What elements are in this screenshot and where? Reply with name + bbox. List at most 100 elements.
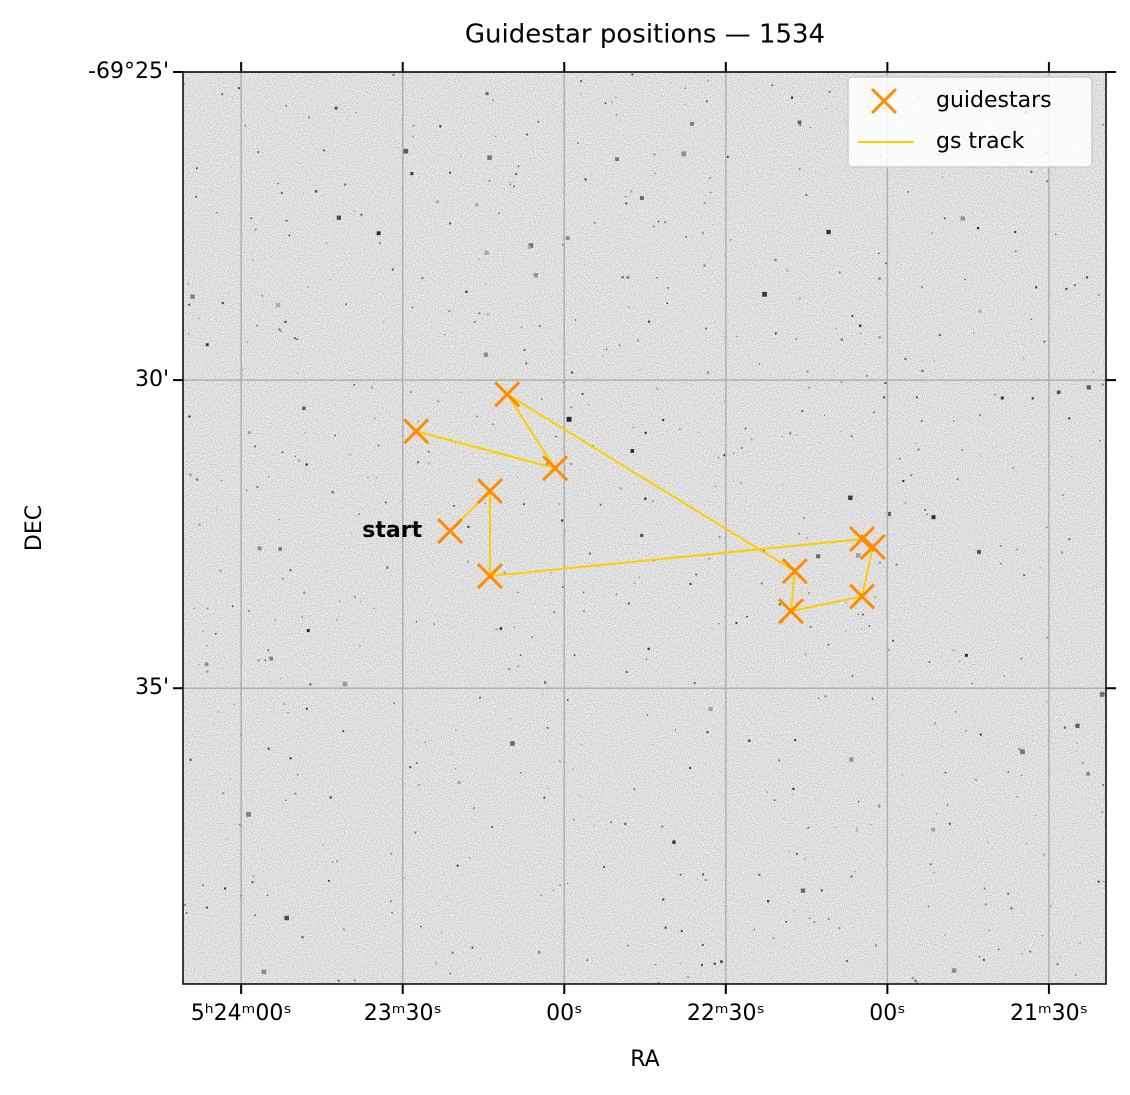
star xyxy=(971,682,973,685)
star xyxy=(1016,795,1018,798)
star xyxy=(280,330,282,332)
star xyxy=(188,473,192,477)
star xyxy=(485,92,489,96)
star xyxy=(414,831,417,834)
star xyxy=(758,363,761,365)
star xyxy=(1041,935,1044,937)
star xyxy=(975,779,977,781)
star xyxy=(1086,385,1091,390)
star xyxy=(662,418,665,421)
star xyxy=(647,647,650,650)
star xyxy=(315,190,318,193)
star xyxy=(294,792,297,795)
star xyxy=(301,616,304,618)
star xyxy=(390,900,392,902)
star xyxy=(198,523,201,526)
star xyxy=(840,381,843,384)
star xyxy=(630,449,635,453)
x-tick-label: 00ˢ xyxy=(546,1001,582,1026)
star xyxy=(533,273,539,278)
star xyxy=(1102,124,1104,126)
star xyxy=(861,613,864,616)
star xyxy=(1035,286,1038,289)
star xyxy=(391,268,394,271)
star xyxy=(653,225,655,228)
star xyxy=(1075,723,1080,728)
star xyxy=(344,183,347,186)
guidestar-marker xyxy=(403,418,430,445)
star xyxy=(735,622,738,625)
x-tick-label: 5ʰ24ᵐ00ˢ xyxy=(191,1001,292,1026)
star xyxy=(254,445,256,448)
star xyxy=(1071,456,1073,458)
star xyxy=(302,406,306,411)
star xyxy=(275,302,281,308)
star xyxy=(662,898,665,901)
star xyxy=(384,501,387,504)
star xyxy=(375,477,377,479)
star xyxy=(826,229,831,235)
star xyxy=(672,840,676,844)
star xyxy=(1055,233,1057,235)
star xyxy=(873,411,876,414)
star xyxy=(332,861,334,863)
star xyxy=(190,294,195,299)
star xyxy=(520,326,523,329)
star xyxy=(655,964,657,966)
star xyxy=(508,668,511,671)
star xyxy=(280,191,283,194)
star xyxy=(559,884,561,886)
star xyxy=(960,216,965,221)
plot-marks xyxy=(403,381,886,625)
star xyxy=(840,430,842,432)
star xyxy=(798,168,801,171)
star xyxy=(644,497,647,501)
star xyxy=(955,711,957,713)
star xyxy=(818,697,820,699)
star xyxy=(246,341,249,343)
star xyxy=(254,228,257,231)
guidestar-marker xyxy=(777,598,805,625)
star xyxy=(689,582,692,585)
star xyxy=(301,936,304,939)
star xyxy=(885,262,888,265)
star xyxy=(1068,417,1071,420)
star xyxy=(412,125,414,127)
star xyxy=(870,824,872,826)
star xyxy=(931,515,936,520)
star xyxy=(684,87,686,89)
star xyxy=(541,398,543,400)
star xyxy=(285,799,287,801)
star xyxy=(721,879,724,881)
star xyxy=(1015,250,1017,253)
star xyxy=(444,334,446,336)
star xyxy=(666,302,669,305)
star xyxy=(785,920,787,923)
star xyxy=(326,570,328,572)
star xyxy=(345,303,347,306)
star xyxy=(349,453,352,456)
star xyxy=(1079,942,1081,944)
star xyxy=(517,591,519,593)
star xyxy=(1099,440,1101,442)
star xyxy=(358,645,361,648)
star xyxy=(781,435,783,437)
star xyxy=(807,827,809,829)
star xyxy=(741,447,743,449)
y-axis-label: DEC xyxy=(22,505,47,551)
star xyxy=(1075,750,1077,752)
star xyxy=(625,671,628,673)
star xyxy=(329,279,331,281)
star xyxy=(261,295,263,297)
guidestar-marker xyxy=(859,534,886,561)
star xyxy=(215,508,217,511)
star xyxy=(700,963,704,967)
star xyxy=(202,630,204,632)
star xyxy=(541,693,544,695)
chart-title: Guidestar positions — 1534 xyxy=(465,20,825,50)
star xyxy=(698,431,700,434)
star xyxy=(555,435,557,438)
star xyxy=(1099,692,1105,697)
star xyxy=(654,172,656,175)
